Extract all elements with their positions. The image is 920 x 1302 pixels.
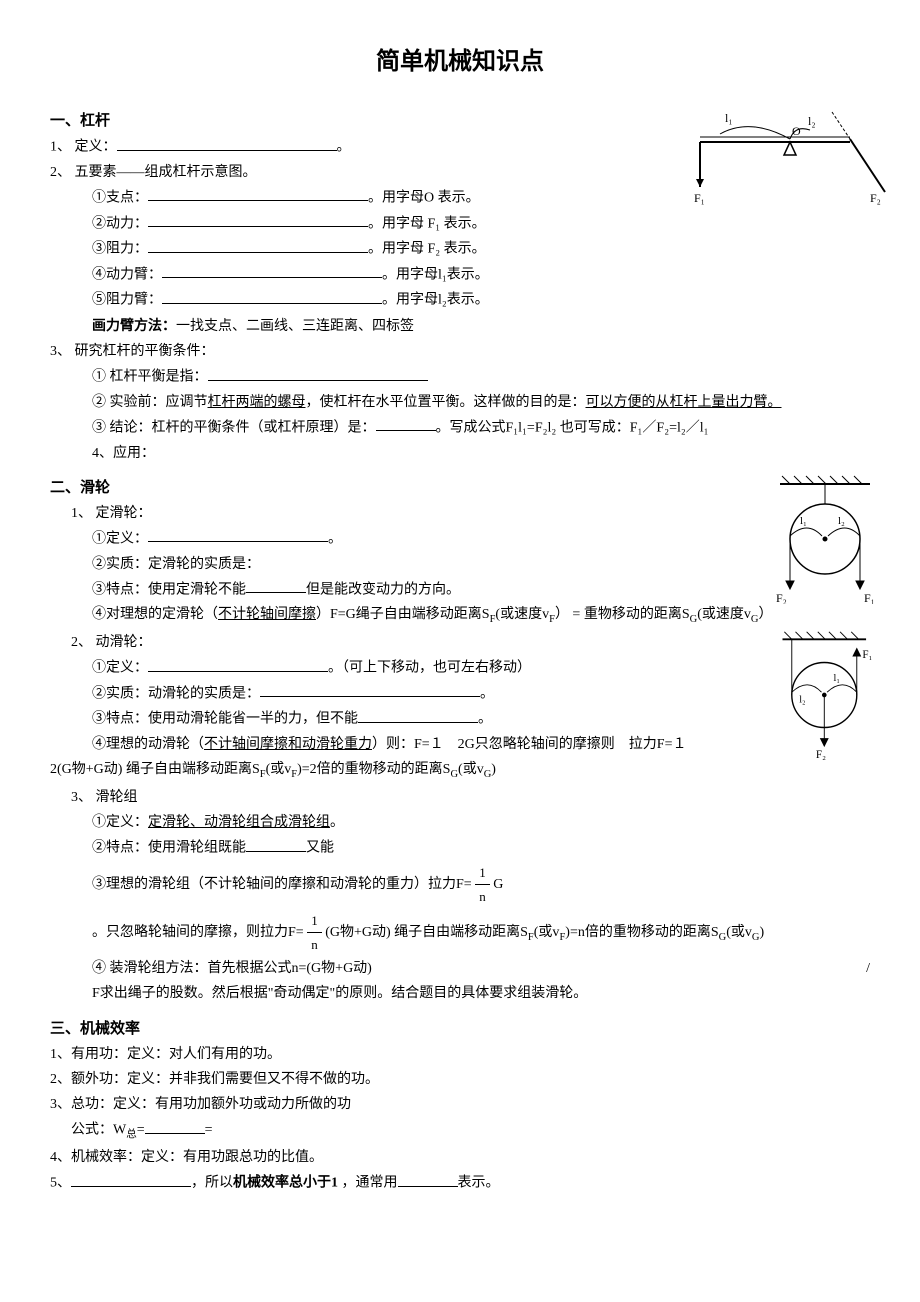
s2-p2-ideal-2: 2(G物+G动) 绳子自由端移动距离SF(或vF)=2倍的重物移动的距离SG(或… [50,757,870,785]
s1-application: 4、应用： [50,441,870,466]
svg-text:F₁: F₁ [694,191,705,205]
s1-method: 画力臂方法：一找支点、二画线、三连距离、四标签 [50,313,870,339]
s3-l2: 2、额外功：定义：并非我们需要但又不得不做的功。 [50,1067,870,1092]
svg-text:O: O [792,124,801,138]
svg-text:F₂: F₂ [776,591,787,604]
s1-power: ②动力：。用字母 F₁ 表示。 [50,211,870,237]
s2-p4-assembly: ④ 装滑轮组方法：首先根据公式n=(G物+G动)/ [50,956,870,981]
svg-text:l₁: l₁ [800,515,807,527]
svg-text:l₁: l₁ [834,673,840,684]
s2-group: 3、 滑轮组 [50,785,870,810]
svg-text:F₂: F₂ [870,191,881,205]
s3-l4: 4、机械效率：定义：有用功跟总功的比值。 [50,1145,870,1170]
fixed-pulley-diagram: l₁ l₂ F₂ F₁ [740,474,890,604]
svg-text:l₂: l₂ [838,515,845,527]
svg-text:F₁: F₁ [862,649,872,661]
svg-text:F₁: F₁ [864,591,875,604]
s2-p3-feature: ②特点：使用滑轮组既能又能 [50,835,870,861]
s3-l5: 5、，所以机械效率总小于1 ，通常用表示。 [50,1170,870,1196]
s2-p3-friction: 。只忽略轮轴间的摩擦，则拉力F= 1n (G物+G动) 绳子自由端移动距离SF(… [50,909,870,957]
svg-text:F₂: F₂ [816,749,826,760]
s1-balance: ① 杠杆平衡是指： [50,364,870,390]
s1-power-arm: ④动力臂：。用字母l₁表示。 [50,262,870,288]
lever-diagram: l₁ l₂ O F₁ F₂ [690,107,890,207]
svg-text:l₂: l₂ [799,694,805,705]
s1-resist-arm: ⑤阻力臂：。用字母l₂表示。 [50,287,870,313]
movable-pulley-diagram: l₂ l₁ F₁ F₂ [740,630,890,760]
s2-p1-ideal: ④对理想的定滑轮（不计轮轴间摩擦）F=G绳子自由端移动距离SF(或速度vF） =… [50,602,870,630]
s1-item3: 3、 研究杠杆的平衡条件： [50,339,870,364]
s3-l1: 1、有用功：定义：对人们有用的功。 [50,1042,870,1067]
s1-resistance: ③阻力：。用字母 F₂ 表示。 [50,236,870,262]
svg-text:l₂: l₂ [808,114,816,128]
page-title: 简单机械知识点 [50,40,870,83]
s2-p3-ideal: ③理想的滑轮组（不计轮轴间的摩擦和动滑轮的重力）拉力F= 1n G [50,861,870,909]
section-3-heading: 三、机械效率 [50,1015,870,1042]
svg-text:l₁: l₁ [725,111,733,125]
s3-l3b: 公式：W总== [50,1117,870,1145]
s1-experiment: ② 实验前：应调节杠杆两端的螺母，使杠杆在水平位置平衡。这样做的目的是：可以方便… [50,390,870,415]
s3-l3: 3、总功：定义：有用功加额外功或动力所做的功 [50,1092,870,1117]
s2-p4-assembly2: F求出绳子的股数。然后根据"奇动偶定"的原则。结合题目的具体要求组装滑轮。 [50,981,870,1006]
s1-conclusion: ③ 结论：杠杆的平衡条件（或杠杆原理）是：。写成公式F₁l₁=F₂l₂ 也可写成… [50,415,870,441]
s2-p3-def: ①定义：定滑轮、动滑轮组合成滑轮组。 [50,810,870,835]
